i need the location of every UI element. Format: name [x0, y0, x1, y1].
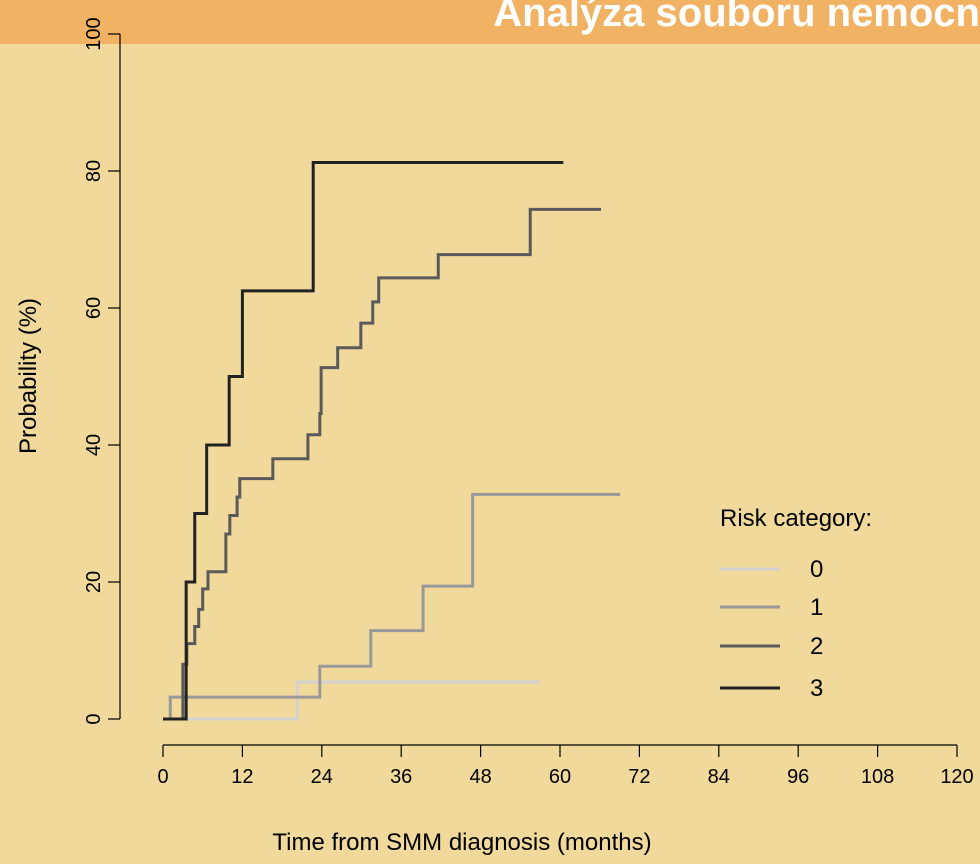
step-line [163, 680, 541, 721]
y-tick-label: 0 [83, 713, 105, 724]
y-tick-label: 20 [83, 571, 105, 593]
y-tick-label: 60 [83, 297, 105, 319]
x-tick-label: 108 [861, 766, 894, 788]
x-tick-label: 36 [390, 766, 412, 788]
legend-title: Risk category: [720, 505, 872, 532]
slide-title: Analýza souboru nemocn [493, 0, 980, 35]
x-tick-label: 48 [469, 766, 491, 788]
y-tick-label: 100 [83, 17, 105, 50]
x-tick-label: 96 [787, 766, 809, 788]
x-tick-label: 120 [940, 766, 973, 788]
x-tick-label: 0 [157, 766, 168, 788]
step-line [163, 492, 621, 721]
x-tick-label: 72 [628, 766, 650, 788]
x-axis-label: Time from SMM diagnosis (months) [272, 829, 651, 856]
step-line [163, 160, 564, 721]
legend-label: 3 [810, 675, 823, 702]
legend-label: 2 [810, 633, 823, 660]
step-line [163, 207, 602, 721]
x-tick-label: 84 [708, 766, 730, 788]
header-band [0, 0, 980, 44]
legend-label: 1 [810, 594, 823, 621]
y-axis-label: Probability (%) [15, 298, 42, 454]
y-tick-label: 40 [83, 434, 105, 456]
legend-label: 0 [810, 556, 823, 583]
y-tick-label: 80 [83, 160, 105, 182]
x-tick-label: 24 [311, 766, 333, 788]
x-tick-label: 12 [231, 766, 253, 788]
x-tick-label: 60 [549, 766, 571, 788]
